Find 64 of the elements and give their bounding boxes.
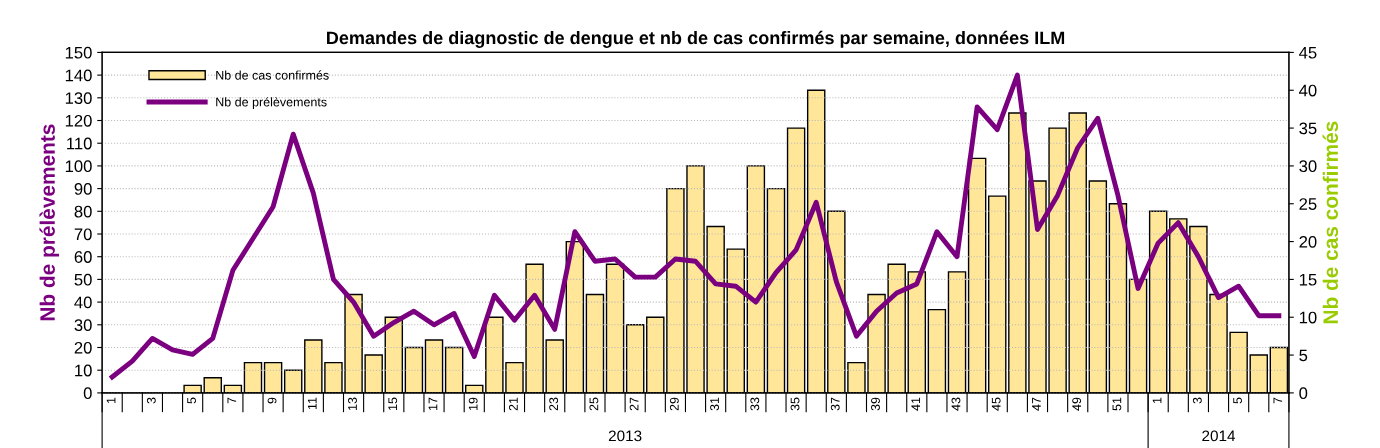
x-tick-label: 13 [348,397,357,411]
y-tick-label: 90 [74,183,92,195]
y2-tick-label: 20 [1299,235,1317,248]
y-tick-label: 0 [83,387,92,400]
y-tick-label: 100 [65,160,92,173]
y2-tick-label: 10 [1299,311,1317,324]
x-tick-label: 47 [1032,397,1041,411]
x-tick-label: 45 [991,397,1001,411]
x-tick-label: 7 [1273,397,1283,404]
x-tick-label: 15 [388,397,398,411]
y-tick-label: 70 [74,228,92,241]
y2-tick-label: 5 [1299,349,1308,362]
x-tick-label: 37 [830,397,840,411]
y-tick-label: 50 [74,273,92,286]
text: 2014 [1202,430,1236,442]
x-tick-label: 1 [1152,397,1162,404]
x-tick-label: 17 [428,397,438,411]
y2-tick-label: 0 [1299,387,1308,400]
x-tick-label: 33 [750,397,760,411]
x-tick-label: 21 [508,397,518,411]
x-tick-label: 41 [911,397,921,411]
x-tick-label: 27 [629,397,639,411]
y2-tick-label: 35 [1299,122,1317,135]
x-tick-label: 31 [710,397,719,411]
y2-tick-label: 15 [1299,273,1317,286]
x-tick-label: 9 [267,397,277,404]
y2-tick-label: 45 [1299,46,1317,59]
x-tick-label: 7 [227,397,237,404]
y-tick-label: 150 [65,46,92,59]
text: 2013 [608,430,642,442]
x-tick-label: 49 [1072,397,1082,411]
x-tick-label: 3 [1192,397,1202,404]
y-tick-label: 120 [65,114,92,127]
y2-tick-label: 30 [1299,160,1317,173]
x-tick-label: 5 [1233,397,1242,404]
y-tick-label: 60 [74,251,92,263]
x-tick-label: 35 [790,397,800,411]
x-tick-label: 3 [146,397,156,404]
x-tick-label: 43 [951,397,961,411]
x-tick-label: 29 [669,397,679,411]
line-series [109,72,1282,380]
y2-tick-label: 40 [1299,84,1317,97]
x-tick-label: 1 [106,397,116,404]
y-tick-label: 10 [75,364,92,377]
y2-axis-title: Nb de cas confirmés [1322,121,1339,324]
legend-label: Nb de prélèvements [216,97,327,109]
x-tick-label: 39 [871,397,880,411]
y-tick-label: 110 [67,137,92,150]
y2-tick-label: 25 [1299,198,1317,210]
x-tick-label: 23 [549,397,559,411]
legend-label: Nb de cas confirmés [216,70,329,80]
y-axis-title: Nb de prélèvements [39,124,60,321]
y-tick-label: 130 [65,92,92,105]
y-tick-label: 20 [74,341,92,354]
y-tick-label: 140 [65,69,92,82]
chart-title: Demandes de diagnostic de dengue et nb de cas confirmés par semaine, données ILM [327,30,1065,48]
x-tick-label: 5 [187,397,196,404]
x-tick-label: 25 [589,397,599,411]
y-tick-label: 30 [74,319,92,331]
y-tick-label: 40 [74,296,92,309]
x-tick-label: 11 [307,397,317,410]
x-tick-label: 51 [1112,397,1122,411]
y-tick-label: 80 [74,205,92,218]
x-tick-label: 19 [468,397,478,411]
